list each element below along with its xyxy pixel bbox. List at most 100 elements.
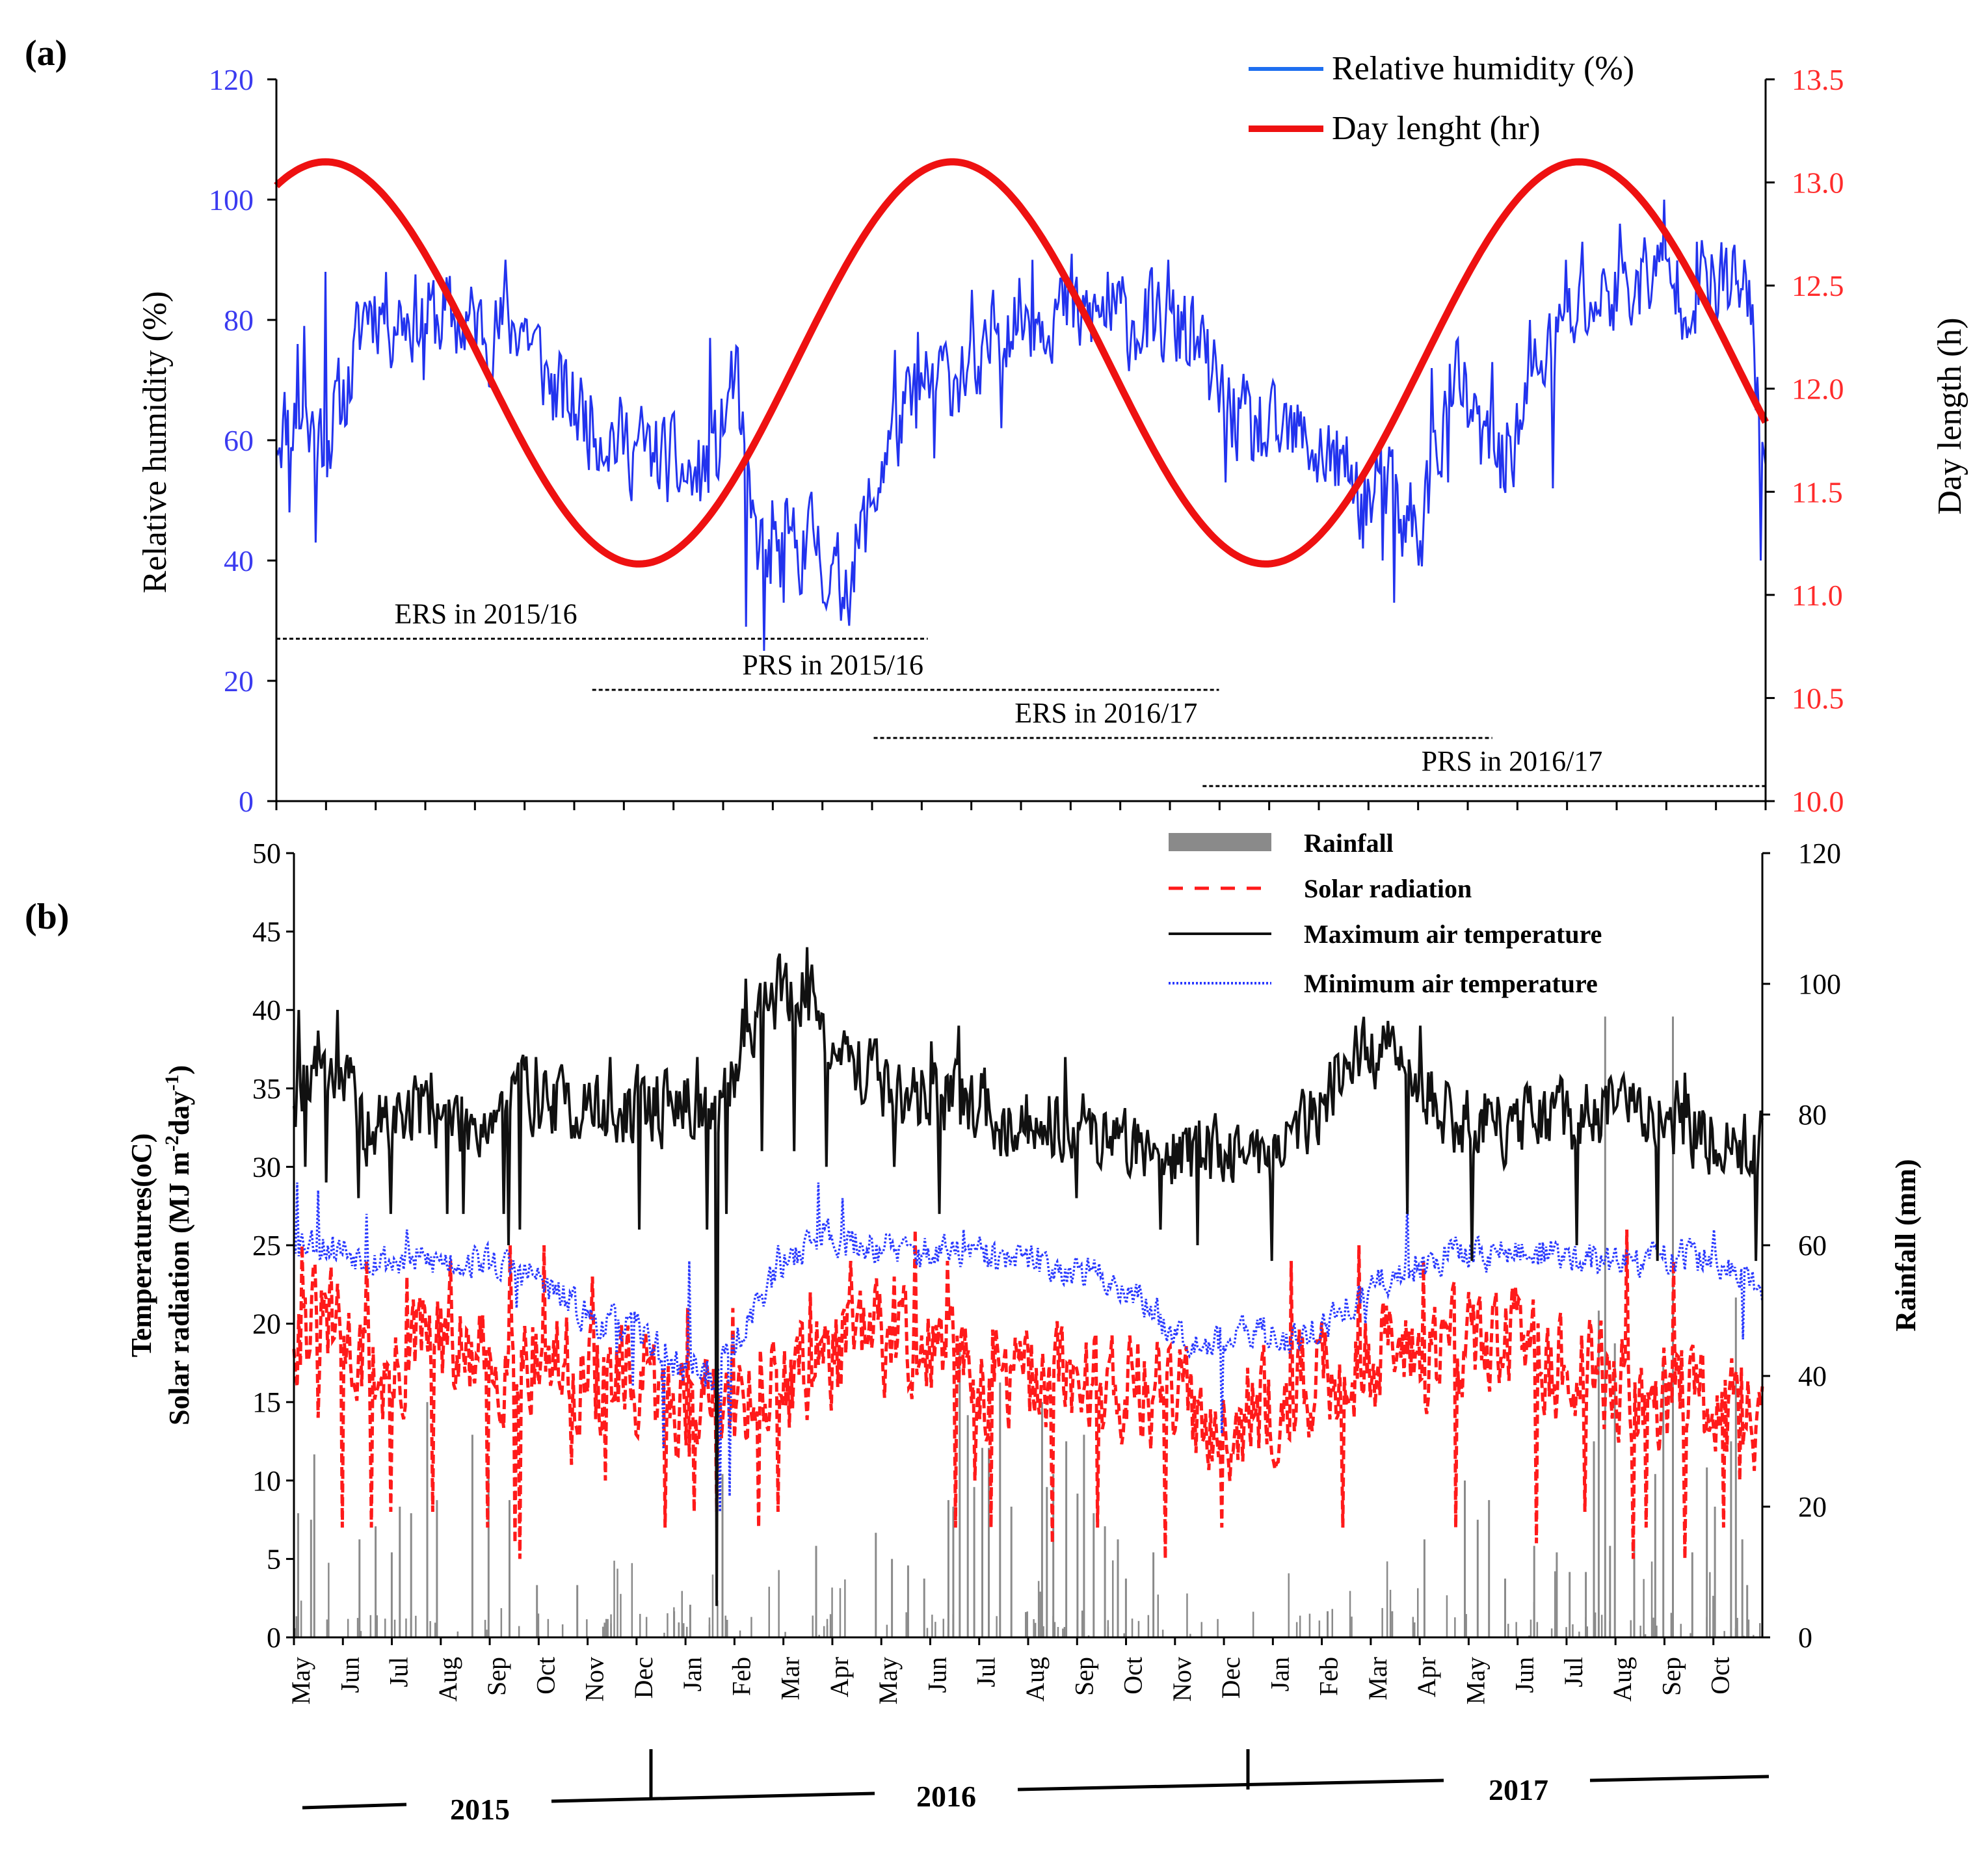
rainfall-bar <box>778 1570 780 1637</box>
rainfall-bar <box>1747 1619 1750 1637</box>
rainfall-bar <box>823 1626 825 1637</box>
rainfall-bar <box>1662 1356 1665 1637</box>
rainfall-bar <box>724 1615 726 1637</box>
rainfall-bar <box>1465 1614 1467 1637</box>
rainfall-bar <box>547 1619 550 1637</box>
panel-a-left-axis-title: Relative humidity (%) <box>137 291 174 593</box>
rainfall-bar <box>1714 1507 1716 1637</box>
panel-b-temperature-solar-rainfall: (b) 0 5 10 15 20 25 30 35 40 45 50 0 20 … <box>25 828 1922 1826</box>
rainfall-bar <box>1680 1624 1682 1637</box>
rainfall-bar <box>931 1615 933 1637</box>
month-label: Jan <box>678 1657 707 1691</box>
rainfall-bar <box>536 1585 538 1637</box>
rainfall-bar <box>405 1619 407 1637</box>
rainfall-bar <box>1107 1626 1109 1637</box>
y-tick-label: 0 <box>267 1622 281 1654</box>
rainfall-bar <box>1690 1633 1691 1637</box>
rainfall-bar <box>393 1619 396 1637</box>
rainfall-bar <box>639 1613 641 1637</box>
legend-label-tmin: Minimum air temperature <box>1304 969 1598 998</box>
month-label: Sep <box>1657 1657 1686 1696</box>
rainfall-bar <box>1104 1526 1106 1637</box>
rainfall-bar <box>839 1588 842 1637</box>
panel-a-right-axis-title: Day length (h) <box>1931 317 1968 514</box>
rainfall-bar <box>561 1624 564 1637</box>
rainfall-bar <box>1117 1539 1119 1638</box>
legend-swatch-rainfall <box>1169 833 1271 851</box>
month-label: Jul <box>1559 1657 1588 1687</box>
rainfall-bar <box>500 1608 503 1637</box>
year-line-segment <box>1589 1775 1769 1782</box>
annotation-lines: ERS in 2015/16 PRS in 2015/16 ERS in 201… <box>276 598 1766 787</box>
rainfall-bar <box>1464 1480 1466 1637</box>
rainfall-bar <box>1446 1595 1448 1637</box>
month-label: Mar <box>1363 1657 1392 1700</box>
rainfall-bar <box>300 1600 302 1637</box>
month-label: Mar <box>776 1657 805 1700</box>
rainfall-bar <box>1670 1613 1673 1637</box>
rainfall-bar <box>1052 1473 1055 1638</box>
day-length-series <box>274 158 1769 568</box>
rainfall-bar <box>831 1587 833 1637</box>
rainfall-bar <box>1504 1578 1506 1637</box>
rainfall-bar <box>829 1614 832 1637</box>
rainfall-bar <box>620 1594 622 1637</box>
rainfall-bar <box>1759 1623 1761 1637</box>
y-tick-label: 40 <box>252 994 281 1026</box>
legend-label-daylength: Day lenght (hr) <box>1332 110 1541 147</box>
legend-label-tmax: Maximum air temperature <box>1304 919 1602 949</box>
rainfall-bar <box>1578 1632 1580 1637</box>
rainfall-bar <box>434 1622 436 1637</box>
rainfall-bar <box>369 1615 372 1637</box>
rainfall-bar <box>1010 1507 1013 1637</box>
panel-b-left-axis-title-solar: Solar radiation (MJ m-2day-1) <box>161 1065 195 1425</box>
rainfall-bar <box>1152 1552 1155 1637</box>
month-label: Jun <box>923 1657 952 1693</box>
rainfall-bar <box>988 1447 990 1637</box>
rainfall-bar <box>1189 1633 1191 1637</box>
rainfall-bar <box>1597 1310 1600 1637</box>
rainfall-bar <box>1643 1579 1645 1637</box>
rainfall-bar <box>1331 1609 1333 1637</box>
rainfall-bar <box>1650 1561 1653 1637</box>
rainfall-bar <box>826 1619 828 1637</box>
rainfall-bar <box>1515 1622 1517 1637</box>
rainfall-bar <box>1633 1539 1636 1638</box>
month-label: Sep <box>1069 1657 1098 1696</box>
rainfall-bar <box>1423 1539 1425 1638</box>
rainfall-bar <box>1741 1539 1743 1638</box>
y-right-tick-label: 40 <box>1798 1360 1827 1392</box>
rainfall-bar <box>610 1614 612 1637</box>
panel-a-x-ticks <box>267 78 1775 810</box>
rainfall-bar <box>717 1600 719 1637</box>
rainfall-bar <box>1753 1635 1755 1637</box>
y-tick-label: 10 <box>252 1465 281 1497</box>
rainfall-bar <box>1054 1622 1056 1637</box>
y-tick-label: 5 <box>267 1543 281 1575</box>
rainfall-bar <box>509 1500 510 1637</box>
rainfall-bar <box>1200 1622 1202 1637</box>
rainfall-bar <box>1630 1620 1632 1637</box>
y-right-tick-label: 13.0 <box>1792 166 1844 200</box>
y-right-tick-label: 10.5 <box>1792 681 1844 715</box>
y-right-tick-label: 12.0 <box>1792 373 1844 406</box>
rainfall-bar <box>426 1402 429 1637</box>
rainfall-bar <box>1318 1620 1321 1637</box>
rainfall-bar <box>390 1552 393 1637</box>
y-tick-label: 40 <box>224 544 254 577</box>
rainfall-bar <box>1572 1624 1574 1637</box>
month-label: Jun <box>335 1657 364 1693</box>
y-right-tick-label: 0 <box>1798 1622 1812 1654</box>
rainfall-bar <box>784 1632 786 1637</box>
rainfall-bar <box>376 1615 378 1637</box>
annotation-label-ers-2016-17: ERS in 2016/17 <box>1014 697 1197 729</box>
panel-b-right-ticks: 0 20 40 60 80 100 120 <box>1798 838 1841 1654</box>
rainfall-bar <box>686 1626 688 1637</box>
rainfall-bar <box>356 1618 359 1637</box>
month-label: Feb <box>726 1657 756 1696</box>
rainfall-bar <box>1083 1434 1085 1637</box>
rainfall-bar <box>410 1513 412 1637</box>
rainfall-bar <box>1585 1572 1587 1637</box>
rainfall-bar <box>1556 1552 1558 1637</box>
rainfall-bar <box>663 1632 665 1637</box>
